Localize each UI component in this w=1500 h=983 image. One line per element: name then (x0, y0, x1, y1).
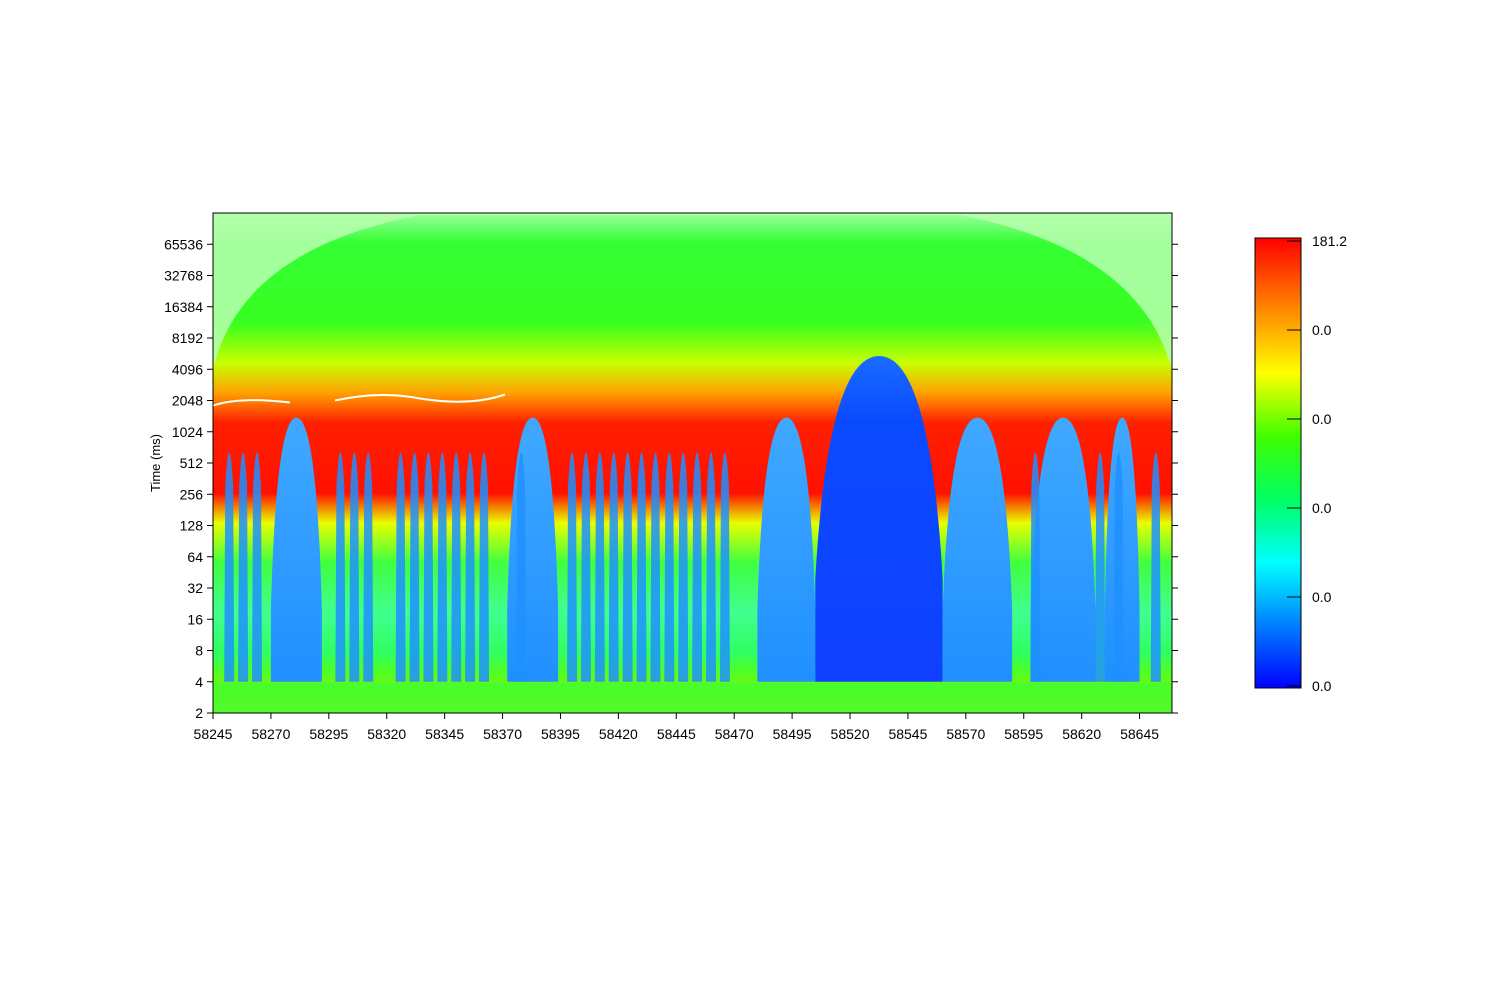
y-tick-label: 128 (180, 518, 204, 534)
narrow-arch (423, 452, 434, 682)
low-power-arch (270, 417, 322, 682)
low-power-arch (757, 417, 816, 682)
y-tick-label: 4 (195, 674, 203, 690)
x-tick-label: 58395 (541, 726, 580, 742)
narrow-arch (594, 452, 605, 682)
y-axis: 2 4 8 16 32 64 128 256 512 1024 2048 4096 8192 16384 3… (164, 236, 1178, 721)
narrow-arch (622, 452, 633, 682)
colorbar-tick-label: 0.0 (1312, 589, 1332, 605)
y-tick-label: 8192 (172, 330, 203, 346)
narrow-arch (567, 452, 578, 682)
low-power-arch (1030, 417, 1096, 682)
y-tick-label: 4096 (172, 361, 203, 377)
cone-of-influence (213, 213, 1172, 370)
narrow-arch (516, 452, 527, 682)
narrow-arch (479, 452, 490, 682)
x-tick-label: 58295 (309, 726, 348, 742)
colorbar-tick-label: 181.2 (1312, 233, 1347, 249)
y-axis-label: Time (ms) (148, 434, 163, 492)
x-tick-label: 58245 (194, 726, 233, 742)
y-tick-label: 1024 (172, 424, 203, 440)
x-tick-label: 58520 (831, 726, 870, 742)
x-tick-label: 58345 (425, 726, 464, 742)
narrow-arch (650, 452, 661, 682)
colorbar-tick-label: 0.0 (1312, 322, 1332, 338)
colorbar-tick-label: 0.0 (1312, 500, 1332, 516)
narrow-arch (692, 452, 703, 682)
narrow-arch (437, 452, 448, 682)
narrow-arch (238, 452, 249, 682)
narrow-arch (335, 452, 346, 682)
narrow-arch (1095, 452, 1106, 682)
narrow-arch (580, 452, 591, 682)
y-tick-label: 2048 (172, 393, 203, 409)
narrow-arch (465, 452, 476, 682)
low-power-arch (942, 417, 1013, 682)
significance-contour (213, 393, 506, 407)
x-tick-label: 58370 (483, 726, 522, 742)
narrow-arch (409, 452, 420, 682)
colorbar-tick-label: 0.0 (1312, 411, 1332, 427)
significance-contours (213, 393, 506, 407)
colorbar-ticks: 181.2 0.0 0.0 0.0 0.0 0.0 (1287, 233, 1347, 694)
x-tick-label: 58445 (657, 726, 696, 742)
narrow-arch (664, 452, 675, 682)
y-tick-label: 32768 (164, 268, 203, 284)
colorbar-gradient (1254, 237, 1302, 689)
x-tick-label: 58545 (888, 726, 927, 742)
y-tick-label: 16 (187, 611, 203, 627)
low-power-arches (224, 355, 1161, 682)
colorbar: 181.2 0.0 0.0 0.0 0.0 0.0 (1254, 233, 1347, 694)
x-tick-label: 58470 (715, 726, 754, 742)
y-tick-label: 65536 (164, 236, 203, 252)
x-tick-label: 58320 (367, 726, 406, 742)
narrow-arch (1113, 452, 1124, 682)
narrow-arch (678, 452, 689, 682)
y-tick-label: 64 (187, 549, 203, 565)
narrow-arch (706, 452, 717, 682)
x-tick-label: 58595 (1004, 726, 1043, 742)
narrow-arch (608, 452, 619, 682)
x-tick-label: 58495 (773, 726, 812, 742)
narrow-arch (224, 452, 235, 682)
narrow-arch (363, 452, 374, 682)
y-tick-label: 32 (187, 580, 203, 596)
narrow-arch (1150, 452, 1161, 682)
x-tick-label: 58270 (251, 726, 290, 742)
narrow-arch (252, 452, 263, 682)
y-tick-label: 2 (195, 705, 203, 721)
narrow-arch (1030, 452, 1041, 682)
low-power-arch (815, 355, 943, 682)
x-tick-label: 58620 (1062, 726, 1101, 742)
y-tick-label: 8 (195, 643, 203, 659)
x-tick-label: 58570 (946, 726, 985, 742)
narrow-arch (719, 452, 730, 682)
x-tick-label: 58420 (599, 726, 638, 742)
bottom-band (213, 683, 1172, 713)
x-tick-label: 58645 (1120, 726, 1159, 742)
x-axis: 58245 58270 58295 58320 58345 58370 58395 58420… (194, 713, 1159, 742)
colorbar-tick-label: 0.0 (1312, 678, 1332, 694)
y-tick-label: 512 (180, 455, 204, 471)
narrow-arch (349, 452, 360, 682)
y-tick-label: 16384 (164, 299, 203, 315)
y-tick-label: 256 (180, 486, 204, 502)
narrow-arch (636, 452, 647, 682)
narrow-arch (451, 452, 462, 682)
narrow-arch (395, 452, 406, 682)
plot-area (213, 213, 1172, 713)
